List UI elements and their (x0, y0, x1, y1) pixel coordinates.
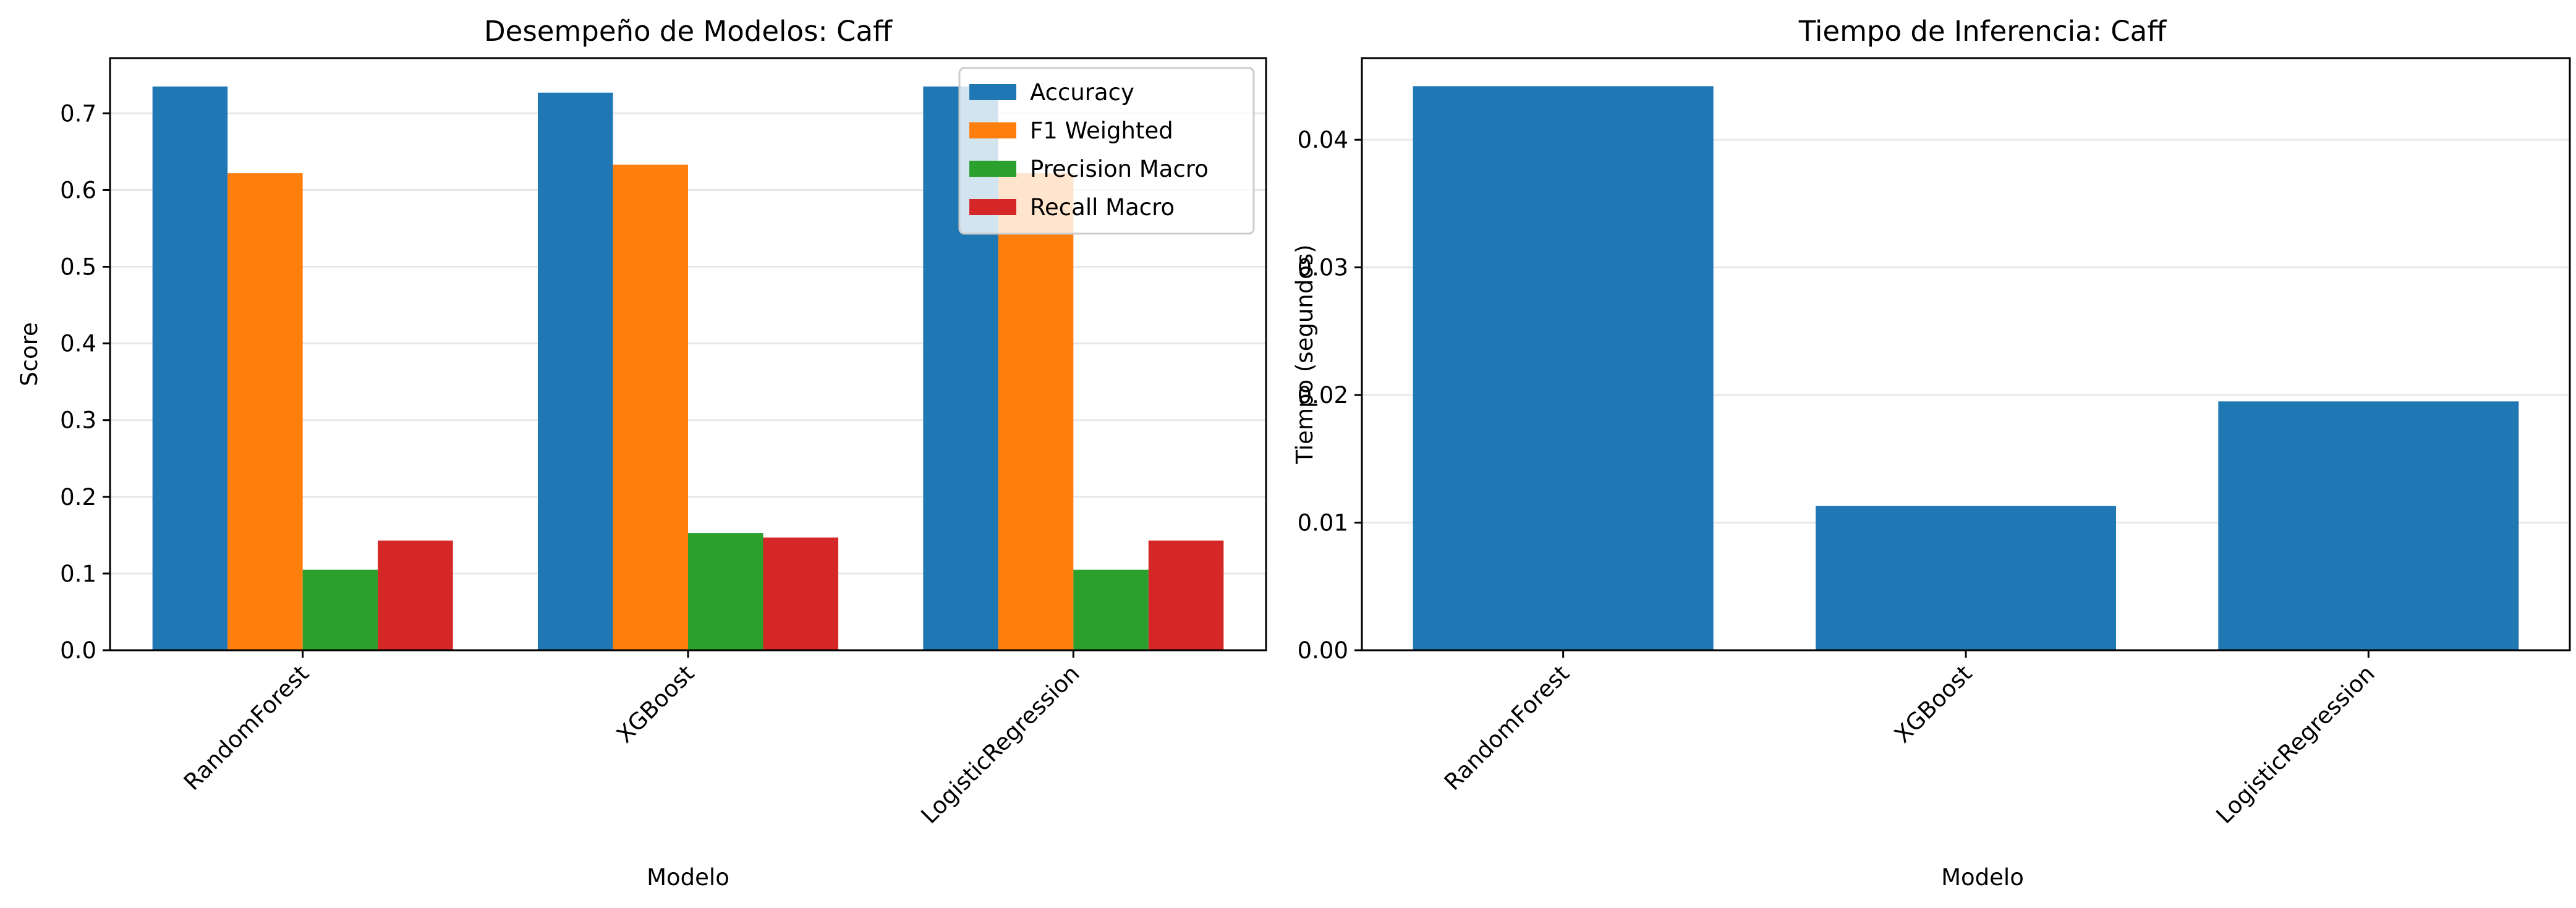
performance-chart: Desempeño de Modelos: Caff 0.0 0.1 0.2 0.3 0… (16, 15, 1267, 891)
x-axis-label: Modelo (1941, 864, 2024, 891)
inference-time-chart: Tiempo de Inferencia: Caff 0.00 0.01 0.02 0… (1291, 15, 2571, 891)
y-tick-label: 0.04 (1298, 127, 1348, 153)
bar (1413, 86, 1714, 650)
bar (998, 173, 1074, 650)
legend-swatch (969, 84, 1016, 100)
bar (2218, 401, 2519, 650)
chart-title: Tiempo de Inferencia: Caff (1798, 15, 2167, 48)
legend-label: Precision Macro (1030, 156, 1209, 182)
x-tick-label: XGBoost (611, 660, 699, 748)
y-tick-label: 0.0 (60, 637, 96, 664)
x-tick-label: LogisticRegression (2211, 660, 2380, 829)
y-tick-label: 0.02 (1298, 382, 1348, 409)
y-tick-label: 0.4 (60, 331, 96, 357)
legend-label: F1 Weighted (1030, 117, 1173, 144)
legend-label: Recall Macro (1030, 194, 1175, 221)
bar (688, 533, 763, 650)
legend-box (958, 67, 1255, 235)
legend: Accuracy F1 Weighted Precision Macro Recall… (958, 67, 1255, 235)
x-axis-label: Modelo (647, 864, 729, 891)
y-axis-label: Tiempo (segundos) (1291, 244, 1318, 464)
bar (763, 537, 838, 650)
x-tick-label: LogisticRegression (916, 660, 1085, 829)
y-tick-label: 0.03 (1298, 255, 1348, 281)
y-tick-label: 0.3 (60, 407, 96, 434)
legend-swatch (969, 161, 1016, 177)
bar (538, 92, 613, 650)
y-tick-label: 0.2 (60, 484, 96, 511)
y-tick-label: 0.01 (1298, 510, 1348, 537)
bar (613, 164, 688, 650)
y-axis-label: Score (16, 322, 43, 386)
legend-swatch (969, 199, 1016, 215)
chart-title: Desempeño de Modelos: Caff (484, 15, 893, 48)
bar (1148, 540, 1224, 650)
bar (1816, 506, 2116, 650)
y-tick-label: 0.7 (60, 100, 96, 127)
y-tick-label: 0.1 (60, 561, 96, 587)
bar (227, 173, 303, 650)
bar (1073, 569, 1149, 650)
y-tick-label: 0.00 (1298, 637, 1348, 664)
x-tick-label: RandomForest (179, 660, 314, 796)
bar (302, 569, 378, 650)
legend-label: Accuracy (1030, 79, 1134, 106)
x-tick-label: RandomForest (1439, 660, 1575, 796)
bar (152, 86, 228, 651)
legend-swatch (969, 122, 1016, 138)
bar (378, 540, 453, 650)
y-tick-label: 0.6 (60, 177, 96, 203)
x-tick-label: XGBoost (1889, 660, 1977, 748)
y-tick-label: 0.5 (60, 254, 96, 281)
